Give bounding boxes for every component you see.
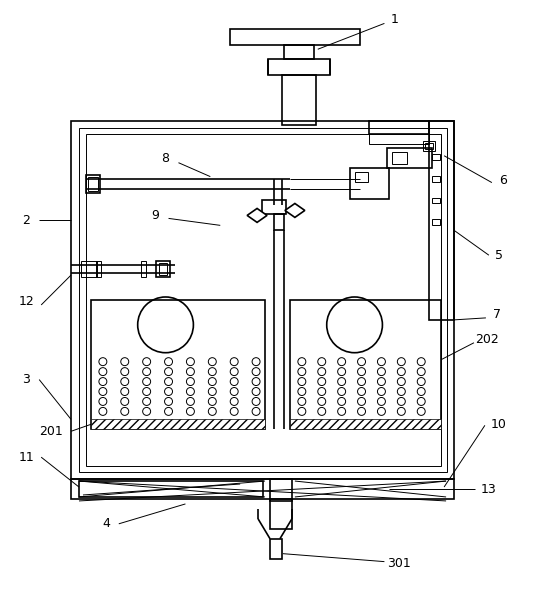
- Bar: [423, 141, 435, 151]
- Bar: [274, 215, 284, 230]
- Text: 5: 5: [495, 249, 503, 262]
- Bar: [91, 420, 265, 429]
- Bar: [96, 261, 101, 277]
- Bar: [354, 171, 369, 181]
- Text: 8: 8: [162, 152, 170, 165]
- Text: 11: 11: [18, 451, 34, 464]
- Polygon shape: [247, 209, 267, 222]
- Text: 6: 6: [499, 174, 507, 187]
- Text: 4: 4: [102, 517, 110, 530]
- Bar: [290, 420, 441, 429]
- Bar: [432, 154, 440, 160]
- Bar: [79, 481, 263, 497]
- Bar: [268, 59, 330, 75]
- Bar: [159, 263, 166, 275]
- Text: 10: 10: [491, 418, 507, 431]
- Text: 13: 13: [481, 482, 497, 495]
- Text: 301: 301: [388, 557, 411, 570]
- Bar: [432, 197, 440, 203]
- Bar: [81, 261, 97, 277]
- Text: 9: 9: [152, 209, 159, 222]
- Bar: [86, 174, 100, 193]
- Bar: [370, 121, 429, 134]
- Bar: [282, 75, 316, 125]
- Polygon shape: [285, 203, 305, 217]
- Bar: [388, 148, 432, 168]
- Bar: [79, 128, 447, 472]
- Bar: [290, 300, 441, 429]
- Text: 3: 3: [22, 373, 30, 386]
- Bar: [350, 168, 389, 200]
- Text: 2: 2: [22, 214, 30, 227]
- Bar: [141, 261, 146, 277]
- Bar: [270, 479, 292, 501]
- Text: 12: 12: [18, 296, 34, 309]
- Bar: [88, 177, 98, 190]
- Bar: [429, 121, 454, 320]
- Text: 202: 202: [475, 333, 499, 346]
- Bar: [370, 134, 429, 144]
- Bar: [284, 46, 314, 59]
- Text: 7: 7: [493, 309, 501, 322]
- Text: 201: 201: [39, 425, 63, 438]
- Bar: [230, 30, 359, 46]
- Bar: [71, 121, 454, 479]
- Bar: [91, 300, 265, 429]
- Bar: [262, 200, 286, 215]
- Text: 1: 1: [390, 13, 398, 26]
- Bar: [432, 219, 440, 225]
- Bar: [156, 261, 170, 277]
- Bar: [270, 499, 292, 529]
- Bar: [71, 479, 454, 499]
- Bar: [392, 152, 407, 164]
- Bar: [270, 539, 282, 558]
- Bar: [432, 176, 440, 181]
- Bar: [86, 134, 441, 466]
- Bar: [425, 143, 433, 149]
